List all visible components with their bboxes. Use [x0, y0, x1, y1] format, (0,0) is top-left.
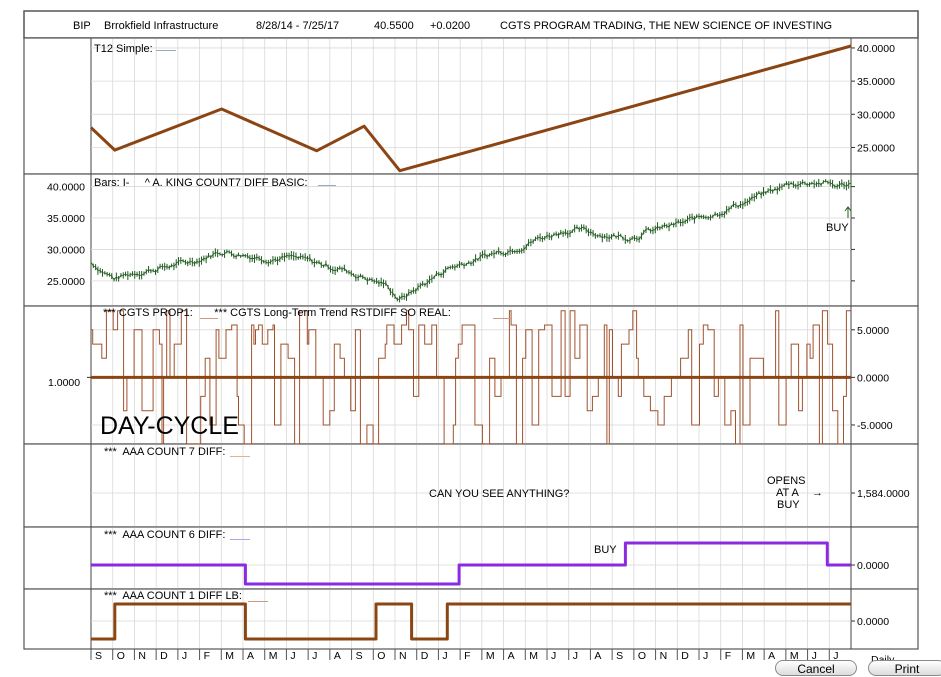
- x-tick-label: J: [182, 650, 187, 662]
- print-button[interactable]: Print: [868, 660, 941, 676]
- x-tick-label: M: [225, 650, 234, 662]
- count7-arrow: →: [812, 487, 823, 499]
- x-tick-label: F: [464, 650, 470, 662]
- header-bar: [23, 10, 919, 39]
- header-ticker: BIP: [73, 20, 91, 32]
- x-tick-label: S: [616, 650, 623, 662]
- cancel-button[interactable]: Cancel: [775, 660, 857, 676]
- y-tick-label: 25.0000: [47, 276, 85, 288]
- t12-series-line: [89, 44, 852, 173]
- count1-label: *** AAA COUNT 1 DIFF LB:: [104, 590, 242, 602]
- bars-buy-annotation: BUY: [826, 222, 849, 234]
- x-tick-label: M: [486, 650, 495, 662]
- count6-series-line: [91, 541, 851, 586]
- x-tick-label: J: [573, 650, 578, 662]
- x-tick-label: M: [746, 650, 755, 662]
- panel-3: [23, 443, 919, 528]
- x-tick-label: J: [551, 650, 556, 662]
- x-tick-label: O: [377, 650, 385, 662]
- header-name: Brrokfield Infrastructure: [104, 20, 218, 32]
- x-tick-label: J: [312, 650, 317, 662]
- panel-5: [23, 588, 919, 650]
- header-tagline: CGTS PROGRAM TRADING, THE NEW SCIENCE OF…: [500, 20, 832, 32]
- x-tick-label: M: [269, 650, 278, 662]
- prop1-left-tick: 1.0000: [48, 377, 80, 389]
- x-tick-label: J: [833, 650, 838, 662]
- x-tick-label: F: [725, 650, 731, 662]
- x-tick-label: J: [703, 650, 708, 662]
- panel-1: [23, 173, 919, 307]
- x-tick-label: O: [638, 650, 646, 662]
- x-tick-label: A: [334, 650, 341, 662]
- y-tick-label: 30.0000: [47, 244, 85, 256]
- header-price: 40.5500: [374, 20, 414, 32]
- x-tick-label: M: [790, 650, 799, 662]
- y-tick-label: 40.0000: [857, 43, 895, 55]
- y-tick-label: 5.0000: [857, 325, 889, 337]
- y-tick-label: 30.0000: [857, 109, 895, 121]
- count7-label: *** AAA COUNT 7 DIFF:: [104, 446, 225, 458]
- count7-buy: BUY: [777, 499, 800, 511]
- x-tick-label: N: [660, 650, 668, 662]
- x-tick-label: D: [421, 650, 429, 662]
- y-tick-label: 1,584.0000: [857, 488, 910, 500]
- x-tick-label: S: [95, 650, 102, 662]
- x-tick-label: A: [247, 650, 254, 662]
- x-tick-label: J: [442, 650, 447, 662]
- price-close-line: [90, 180, 852, 300]
- header-change: +0.0200: [430, 20, 470, 32]
- count7-at-a: AT A: [776, 487, 799, 499]
- x-tick-label: D: [160, 650, 168, 662]
- y-tick-label: 0.0000: [857, 372, 889, 384]
- y-tick-label: 0.0000: [857, 560, 889, 572]
- buy-arrow-icon-head: [844, 206, 852, 212]
- prop1-label: *** CGTS PROP1: *** CGTS Long-Term Trend…: [103, 307, 451, 319]
- panel-2: [23, 305, 919, 445]
- x-tick-label: F: [204, 650, 210, 662]
- panel-0: [23, 37, 919, 175]
- count1-series-line: [91, 602, 851, 641]
- dialog-button-bar: Cancel Print: [0, 658, 941, 676]
- x-tick-label: O: [117, 650, 125, 662]
- x-tick-label: A: [594, 650, 601, 662]
- x-tick-label: D: [681, 650, 689, 662]
- count7-question: CAN YOU SEE ANYTHING?: [429, 488, 569, 500]
- y-tick-label: 35.0000: [857, 76, 895, 88]
- x-tick-label: A: [768, 650, 775, 662]
- count6-label: *** AAA COUNT 6 DIFF:: [104, 529, 225, 541]
- y-tick-label: 35.0000: [47, 213, 85, 225]
- y-tick-label: 25.0000: [857, 142, 895, 154]
- x-tick-label: N: [399, 650, 407, 662]
- header-range: 8/28/14 - 7/25/17: [256, 20, 339, 32]
- panel-4: [23, 526, 919, 590]
- x-tick-label: M: [529, 650, 538, 662]
- x-tick-label: J: [290, 650, 295, 662]
- x-tick-label: S: [356, 650, 363, 662]
- y-tick-label: 0.0000: [857, 616, 889, 628]
- prop1-oscillator-line: [91, 310, 851, 445]
- t12-label: T12 Simple:: [94, 43, 153, 55]
- x-tick-label: A: [508, 650, 515, 662]
- day-cycle-text: DAY-CYCLE: [100, 412, 239, 440]
- x-tick-label: N: [138, 650, 146, 662]
- y-tick-label: 40.0000: [47, 182, 85, 194]
- count7-opens: OPENS: [767, 475, 806, 487]
- bars-label: Bars: I- ^ A. KING COUNT7 DIFF BASIC:: [94, 177, 308, 189]
- x-tick-label: J: [812, 650, 817, 662]
- count6-buy-annotation: BUY: [594, 544, 617, 556]
- y-tick-label: -5.0000: [857, 420, 893, 432]
